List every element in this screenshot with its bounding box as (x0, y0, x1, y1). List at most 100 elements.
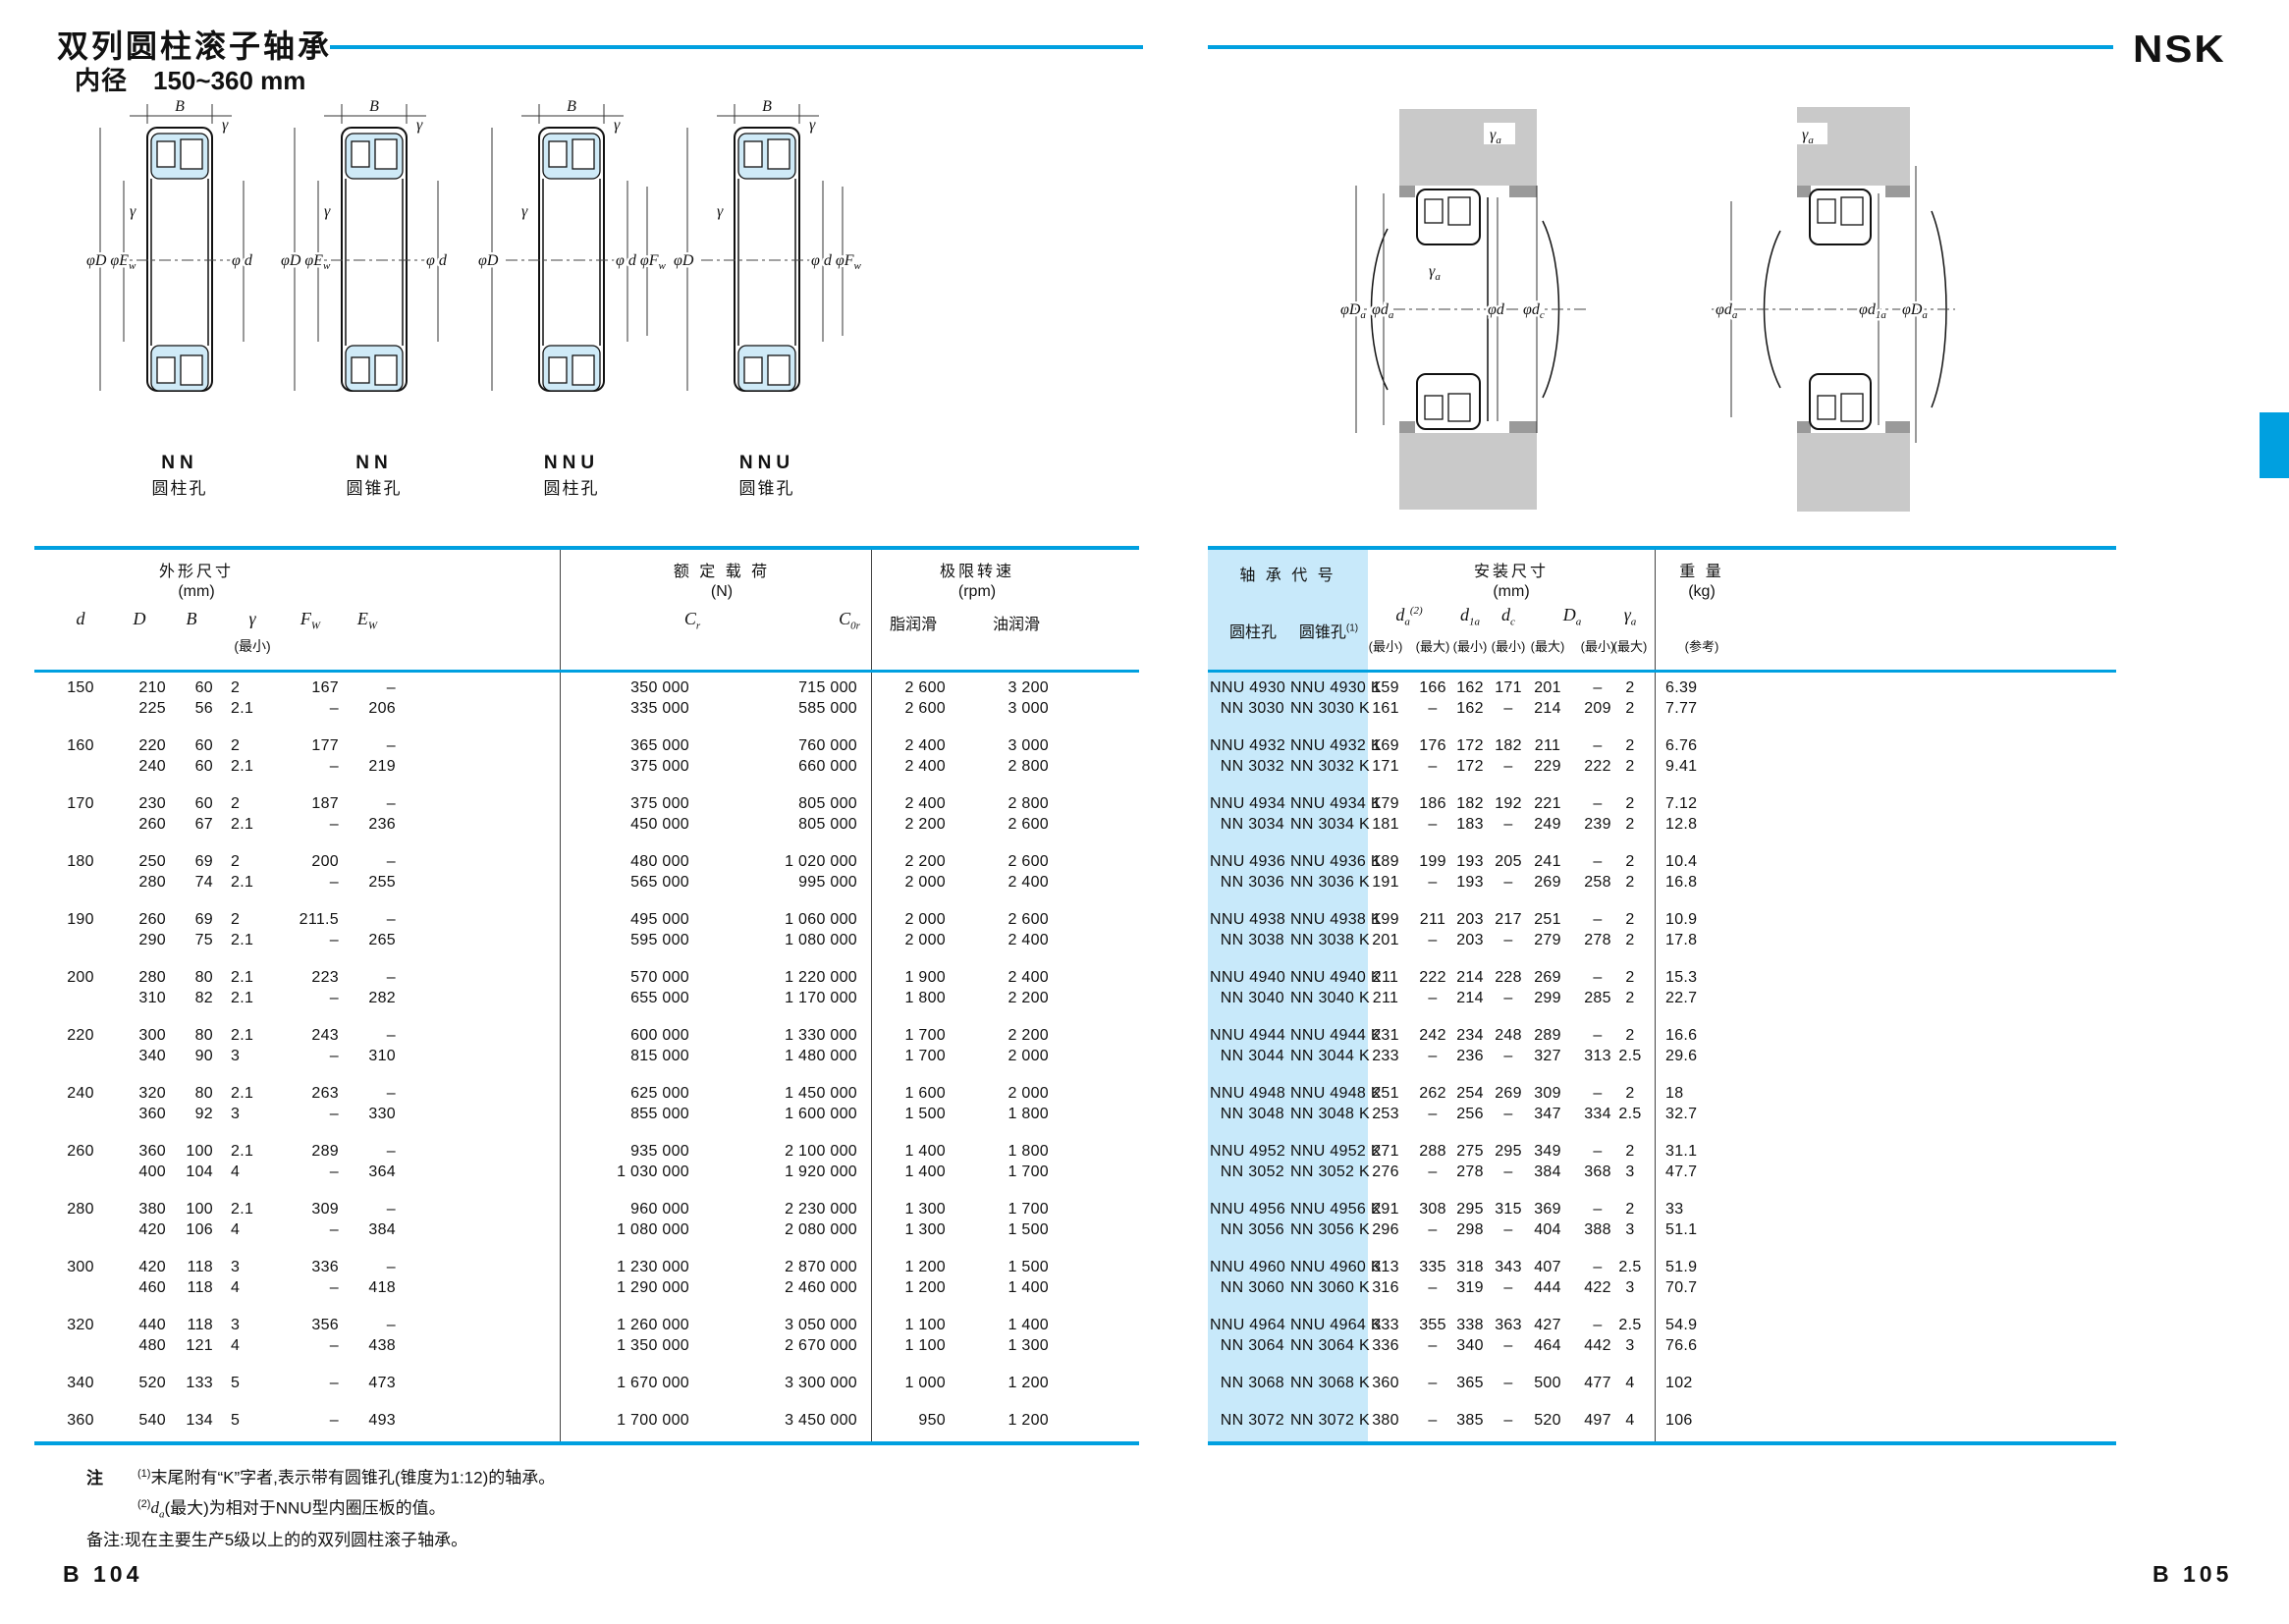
gamma-outer: γ (614, 117, 621, 134)
cell-taper-code: NNU 4936 K (1290, 853, 1382, 870)
col-cylindrical-bore: 圆柱孔 (1228, 624, 1277, 641)
cell-dc-min: 171 (1495, 679, 1522, 696)
cell-Fw: – (329, 1048, 339, 1064)
row-group: NNU 4948 NNU 4948 K 251 262 254 269 309 – 2 18 NN … (1208, 1085, 2116, 1126)
dim-d: φd (1488, 301, 1505, 318)
cell-d: 280 (67, 1201, 94, 1218)
cell-cyl-code: NN 3038 (1220, 932, 1284, 948)
cell-da-max: 335 (1419, 1259, 1446, 1275)
cell-r: 4 (231, 1279, 241, 1296)
cell-Ew: – (386, 1201, 396, 1218)
cell-da-max: 176 (1419, 737, 1446, 754)
cell-r: 2.1 (231, 700, 254, 717)
cell-oil: 2 200 (1008, 990, 1049, 1006)
cell-r: 2.1 (231, 1143, 254, 1160)
cell-Cr: 365 000 (630, 737, 689, 754)
cell-taper-code: NN 3036 K (1290, 874, 1370, 891)
gamma-inner: γ (324, 203, 331, 220)
cell-cyl-code: NN 3064 (1220, 1337, 1284, 1354)
table-row: NNU 4948 NNU 4948 K 251 262 254 269 309 – 2 18 (1208, 1085, 2116, 1106)
cell-da-min: 333 (1372, 1317, 1399, 1333)
cell-Da-max: 249 (1534, 816, 1561, 833)
header-speed: 极限转速 (939, 564, 1014, 580)
cell-r: 4 (231, 1164, 241, 1180)
cell-r: 2.1 (231, 874, 254, 891)
cell-B: 134 (186, 1412, 213, 1429)
cell-Cr: 815 000 (630, 1048, 689, 1064)
cell-B: 56 (194, 700, 213, 717)
table-row: NNU 4956 NNU 4956 K 291 308 295 315 369 – 2 33 (1208, 1201, 2116, 1221)
cell-Cr: 570 000 (630, 969, 689, 986)
table-row: NNU 4964 NNU 4964 K 333 355 338 363 427 –2.5 54.… (1208, 1317, 2116, 1337)
cell-Da-min: – (1593, 969, 1603, 986)
cell-cyl-code: NNU 4960 (1210, 1259, 1286, 1275)
cell-r: 2 (231, 795, 241, 812)
cell-da-max: – (1428, 1106, 1438, 1122)
cell-grease: 1 100 (904, 1337, 946, 1354)
cell-dc-min: 182 (1495, 737, 1522, 754)
cell-da-min: 159 (1372, 679, 1399, 696)
header-dimensions-unit: (mm) (178, 583, 215, 600)
cell-C0r: 1 600 000 (785, 1106, 857, 1122)
table-row: 340 90 3 – 310 815 000 1 480 000 1 700 2 000 (34, 1048, 1139, 1068)
cell-Ew: 330 (368, 1106, 396, 1122)
cell-grease: 2 000 (904, 932, 946, 948)
cell-C0r: 1 060 000 (785, 911, 857, 928)
table-row: NN 3030 NN 3030 K 161 – 162 – 214 209 2 7.77 (1208, 700, 2116, 721)
cell-Fw: – (329, 990, 339, 1006)
cell-taper-code: NN 3030 K (1290, 700, 1370, 717)
cell-taper-code: NNU 4944 K (1290, 1027, 1382, 1044)
cell-Fw: – (329, 816, 339, 833)
cell-Fw: 309 (311, 1201, 339, 1218)
table-row: NNU 4960 NNU 4960 K 313 335 318 343 407 –2.5 51.… (1208, 1259, 2116, 1279)
cell-oil: 1 400 (1008, 1279, 1049, 1296)
row-group: NNU 4956 NNU 4956 K 291 308 295 315 369 – 2 33 NN … (1208, 1201, 2116, 1242)
table-row: NNU 4930 NNU 4930 K 159 166 162 171 201 – 2 6.39 (1208, 679, 2116, 700)
bore-range-value: 150~360 mm (153, 66, 306, 95)
cell-Da-max: 407 (1534, 1259, 1561, 1275)
cell-C0r: 1 330 000 (785, 1027, 857, 1044)
cell-da-min: 271 (1372, 1143, 1399, 1160)
cell-Ew: 384 (368, 1221, 396, 1238)
cell-C0r: 2 080 000 (785, 1221, 857, 1238)
cell-oil: 2 000 (1008, 1085, 1049, 1102)
page-number-right: B 105 (2153, 1561, 2233, 1587)
cell-B: 60 (194, 679, 213, 696)
cell-d1a-min: 234 (1456, 1027, 1484, 1044)
cell-dc-min: – (1503, 932, 1513, 948)
cell-da-max: 166 (1419, 679, 1446, 696)
row-group: 300 420 118 3 336 – 1 230 000 2 870 000 1 200 1 5… (34, 1259, 1139, 1300)
cell-taper-code: NNU 4934 K (1290, 795, 1382, 812)
col-Cr: Cr (683, 609, 701, 632)
cell-C0r: 3 450 000 (785, 1412, 857, 1429)
cell-Ew: – (386, 969, 396, 986)
cell-Cr: 935 000 (630, 1143, 689, 1160)
col-dc: dc (1501, 605, 1515, 628)
cell-oil: 1 500 (1008, 1221, 1049, 1238)
cell-C0r: 1 920 000 (785, 1164, 857, 1180)
mounting-drawing: γa γa φDa φda φd φdc (1338, 109, 1588, 510)
cell-r: 2.1 (231, 758, 254, 775)
cell-oil: 1 700 (1008, 1164, 1049, 1180)
cell-ra-max: 2 (1625, 874, 1635, 891)
cell-ra-max: 2 (1625, 1143, 1635, 1160)
cell-Fw: – (329, 1337, 339, 1354)
dim-right: φ d φFw (811, 252, 861, 272)
cell-Cr: 1 290 000 (617, 1279, 689, 1296)
cell-grease: 2 200 (904, 853, 946, 870)
left-table-rows: 150 210 60 2 167–350 000 715 000 2 600 3 200 225… (34, 679, 1139, 1449)
cell-d1a-min: 203 (1456, 911, 1484, 928)
cell-weight: 47.7 (1665, 1164, 1698, 1180)
cell-Da-min: – (1593, 737, 1603, 754)
cell-grease: 1 700 (904, 1048, 946, 1064)
cell-d: 170 (67, 795, 94, 812)
code-columns-highlight (1208, 550, 1368, 1441)
gamma-a-inner: γa (1429, 263, 1441, 283)
gamma-inner: γ (717, 203, 724, 220)
cell-cyl-code: NNU 4934 (1210, 795, 1286, 812)
cell-weight: 16.8 (1665, 874, 1698, 891)
cell-cyl-code: NNU 4956 (1210, 1201, 1286, 1218)
cell-D: 420 (138, 1221, 166, 1238)
cell-D: 440 (138, 1317, 166, 1333)
cell-oil: 1 800 (1008, 1106, 1049, 1122)
